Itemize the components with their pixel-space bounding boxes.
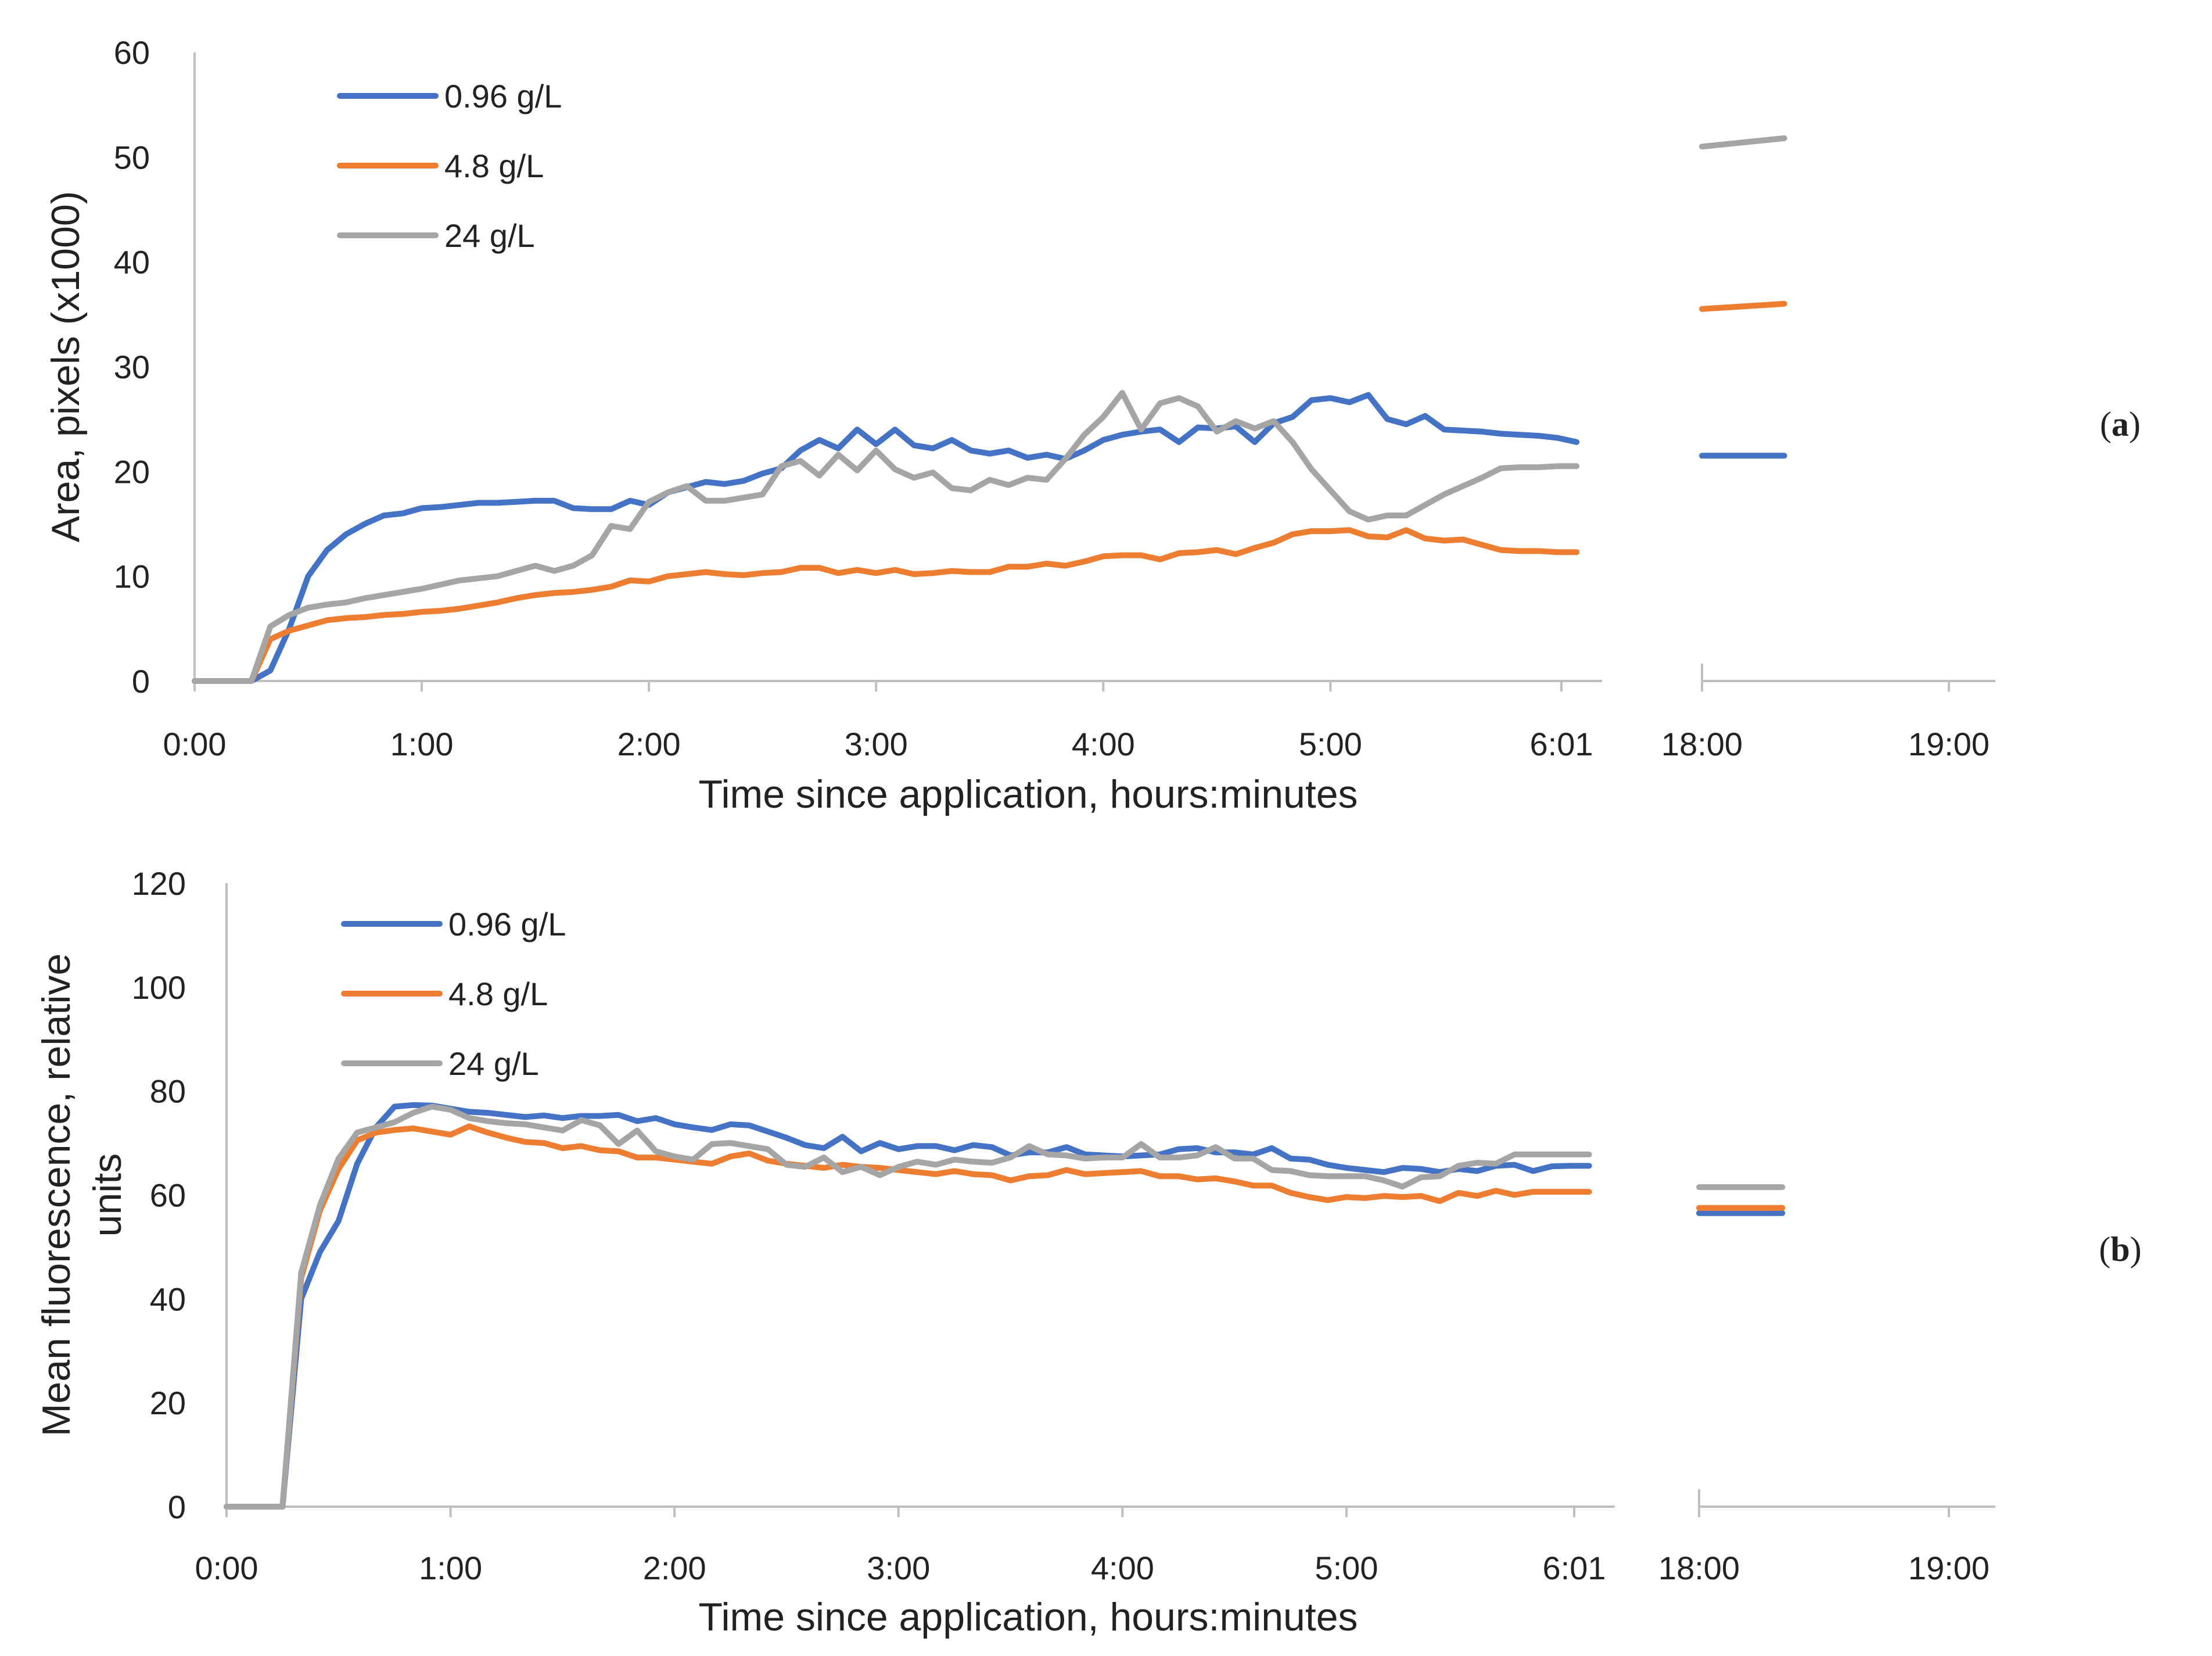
x-tick-label: 5:00 [1299, 726, 1362, 762]
legend-label: 0.96 g/L [448, 906, 566, 942]
chart-area-vs-time: 0 10 20 30 40 50 60 0:00 1:00 2:00 3:00 4:00 5:00 6:0… [44, 34, 2141, 816]
panel-label-letter: b [2110, 1230, 2130, 1268]
y-tick-label: 60 [150, 1177, 186, 1214]
panel-label: (b) [2099, 1230, 2141, 1268]
panel-label-open: ( [2100, 405, 2112, 443]
chart-fluorescence-vs-time: 0 20 40 60 80 100 120 0:00 1:00 2:00 3:00 4:00 5:00 6… [34, 865, 2142, 1639]
x-axis-title: Time since application, hours:minutes [698, 772, 1358, 816]
legend-entry: 4.8 g/L [337, 148, 544, 184]
y-tick-label: 40 [114, 244, 150, 281]
series-line-24-g-L [224, 1103, 1592, 1510]
y-tick-label: 80 [150, 1073, 186, 1110]
x-tick-label: 2:00 [617, 726, 681, 762]
series-line-4-8-g-L [192, 527, 1580, 684]
y-tick-label: 20 [150, 1385, 186, 1421]
legend-entry: 4.8 g/L [341, 976, 548, 1012]
x-tick-label: 3:00 [845, 726, 908, 762]
y-axis-title-line: Mean fluorescence, relative [34, 954, 78, 1437]
x-tick-label: 6:01 [1543, 1550, 1606, 1586]
y-tick-label: 60 [114, 34, 150, 71]
x-tick-label: 4:00 [1072, 726, 1135, 762]
x-tick-label: 1:00 [390, 726, 454, 762]
legend-label: 4.8 g/L [448, 976, 548, 1012]
y-axis-title-line: units [85, 1153, 130, 1237]
y-tick-label: 100 [132, 969, 186, 1006]
y-tick-label: 30 [114, 349, 150, 385]
panel-label-close: ) [2129, 405, 2141, 443]
series-later-24-g-L [1699, 135, 1787, 150]
x-tick-label: 5:00 [1315, 1550, 1378, 1586]
series-line-0-96-g-L [192, 392, 1580, 684]
legend-entry: 24 g/L [341, 1045, 539, 1082]
x-tick-label: 2:00 [643, 1550, 706, 1586]
x-tick-label: 19:00 [1908, 1550, 1990, 1586]
legend-entry: 0.96 g/L [341, 906, 566, 942]
x-tick-label: 18:00 [1658, 1550, 1740, 1586]
panel-label-letter: a [2112, 405, 2129, 443]
legend-label: 0.96 g/L [444, 78, 562, 114]
x-tick-label: 4:00 [1091, 1550, 1154, 1586]
y-tick-label: 0 [132, 663, 150, 700]
legend-entry: 0.96 g/L [337, 78, 562, 114]
x-tick-label: 0:00 [195, 1550, 258, 1586]
panel-label-close: ) [2130, 1230, 2142, 1268]
x-tick-label: 19:00 [1908, 726, 1990, 762]
y-tick-label: 120 [132, 865, 186, 902]
y-axis-title: Area, pixels (x1000) [44, 191, 88, 543]
legend-label: 24 g/L [444, 217, 535, 254]
series-later-4-8-g-L [1699, 300, 1787, 312]
x-tick-label: 0:00 [163, 726, 227, 762]
legend-label: 24 g/L [448, 1045, 539, 1082]
x-axis-title: Time since application, hours:minutes [698, 1595, 1358, 1639]
legend-entry: 24 g/L [337, 217, 535, 254]
x-tick-label: 1:00 [419, 1550, 482, 1586]
legend-label: 4.8 g/L [444, 148, 544, 184]
y-tick-label: 10 [114, 558, 150, 595]
y-tick-label: 50 [114, 139, 150, 175]
x-tick-label: 6:01 [1530, 726, 1593, 762]
y-tick-label: 40 [150, 1281, 186, 1317]
panel-label: (a) [2100, 405, 2141, 443]
x-tick-label: 18:00 [1661, 726, 1743, 762]
y-axis-title: Mean fluorescence, relative units [34, 954, 130, 1437]
panel-label-open: ( [2099, 1230, 2110, 1268]
series-line-4-8-g-L [224, 1123, 1592, 1510]
series-line-24-g-L [192, 390, 1580, 684]
x-tick-label: 3:00 [867, 1550, 930, 1586]
y-tick-label: 20 [114, 453, 150, 490]
y-tick-label: 0 [168, 1489, 186, 1525]
